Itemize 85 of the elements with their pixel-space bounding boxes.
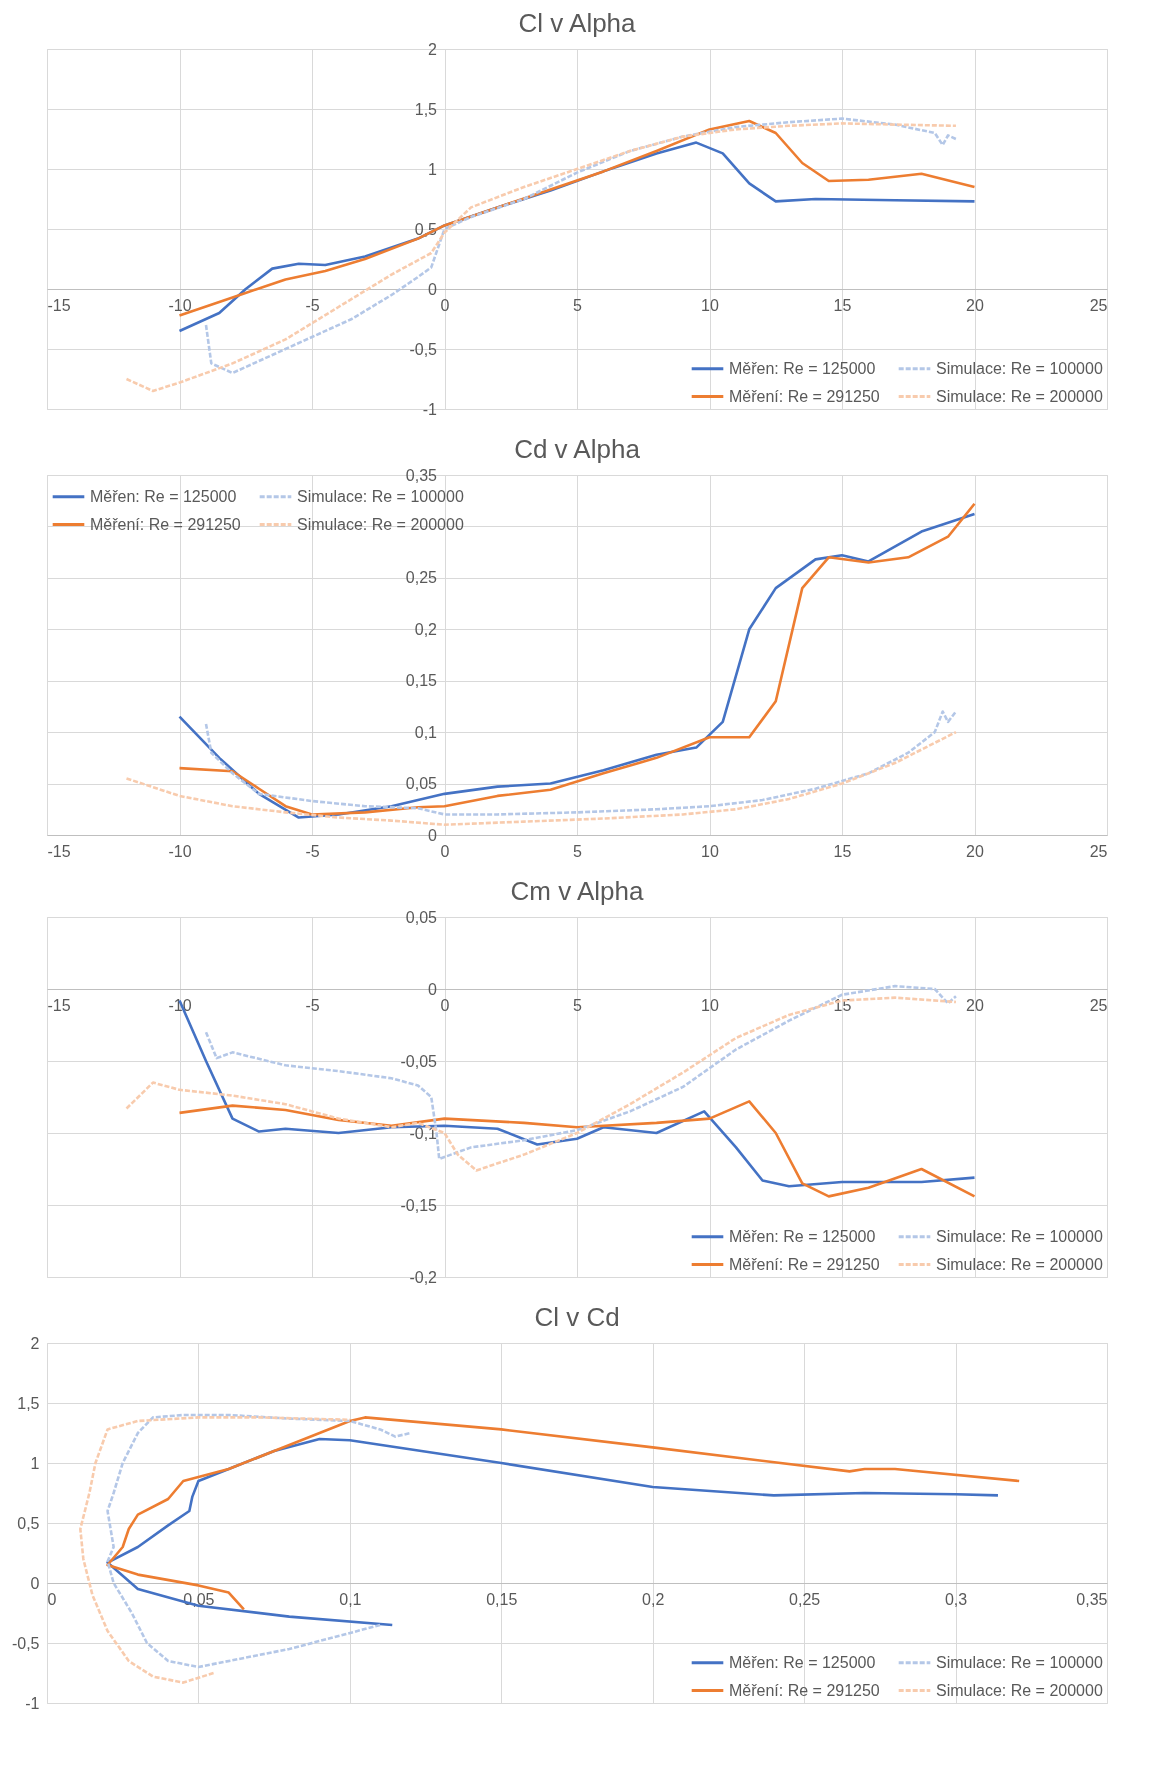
x-tick-label: 25 <box>1089 842 1108 860</box>
y-tick-label: -0,05 <box>400 1052 438 1070</box>
x-tick-label: 20 <box>966 296 984 314</box>
legend-label: Měřen: Re = 125000 <box>729 1227 876 1245</box>
chart-title: Cl v Cd <box>534 1302 620 1332</box>
legend-label: Simulace: Re = 100000 <box>936 359 1103 377</box>
y-tick-label: -0,5 <box>11 1634 40 1652</box>
y-tick-label: 2 <box>30 1334 40 1352</box>
x-tick-label: 0 <box>47 1590 57 1608</box>
x-tick-label: 20 <box>966 842 984 860</box>
line-series <box>204 984 958 1161</box>
y-tick-label: 0,35 <box>405 466 438 484</box>
x-tick-label: 5 <box>573 842 583 860</box>
x-tick-label: -10 <box>168 296 192 314</box>
legend-label: Simulace: Re = 200000 <box>936 1681 1103 1699</box>
y-tick-label: 1 <box>30 1454 40 1472</box>
legend-label: Měřen: Re = 125000 <box>729 359 876 377</box>
legend-label: Simulace: Re = 100000 <box>936 1227 1103 1245</box>
y-tick-label: 0,15 <box>405 672 438 690</box>
legend-label: Simulace: Re = 200000 <box>297 515 464 533</box>
x-tick-label: 0,3 <box>944 1590 968 1608</box>
line-series <box>204 710 958 816</box>
y-tick-label: 0,5 <box>17 1514 40 1532</box>
chart-title: Cl v Alpha <box>518 8 637 38</box>
y-tick-label: -1 <box>422 400 438 418</box>
x-tick-label: 5 <box>573 296 583 314</box>
legend-label: Měření: Re = 291250 <box>729 387 880 405</box>
x-tick-label: -5 <box>305 296 320 314</box>
legend-label: Měřen: Re = 125000 <box>729 1653 876 1671</box>
x-tick-label: 0,1 <box>339 1590 362 1608</box>
x-tick-label: 10 <box>701 842 719 860</box>
chart-title: Cd v Alpha <box>514 434 641 464</box>
x-tick-label: -5 <box>305 842 320 860</box>
legend-label: Simulace: Re = 200000 <box>936 1255 1103 1273</box>
line-series <box>106 1437 1000 1627</box>
y-tick-label: -0,5 <box>409 340 438 358</box>
x-tick-label: 5 <box>573 996 583 1014</box>
x-tick-label: 0 <box>440 996 450 1014</box>
x-tick-label: 15 <box>833 296 852 314</box>
line-series <box>106 1413 412 1669</box>
x-tick-label: 0,15 <box>486 1590 518 1608</box>
x-tick-label: 0,25 <box>789 1590 821 1608</box>
y-tick-label: 0 <box>428 280 438 298</box>
legend-label: Měření: Re = 291250 <box>90 515 241 533</box>
x-tick-label: 20 <box>966 996 984 1014</box>
x-tick-label: -15 <box>47 996 71 1014</box>
legend-label: Měření: Re = 291250 <box>729 1255 880 1273</box>
legend-label: Simulace: Re = 100000 <box>297 487 464 505</box>
y-tick-label: 0 <box>30 1574 40 1592</box>
y-tick-label: 0,2 <box>414 620 438 638</box>
y-tick-label: -1 <box>25 1694 40 1712</box>
x-tick-label: -10 <box>168 842 192 860</box>
x-tick-label: 25 <box>1089 996 1108 1014</box>
y-tick-label: 0,25 <box>405 569 438 587</box>
legend-label: Měřen: Re = 125000 <box>90 487 237 505</box>
y-tick-label: 0,05 <box>405 908 438 926</box>
x-tick-label: 0,2 <box>642 1590 665 1608</box>
legend-label: Měření: Re = 291250 <box>729 1681 880 1699</box>
y-tick-label: 1,5 <box>414 100 438 118</box>
line-series <box>178 1100 976 1198</box>
x-tick-label: -5 <box>305 996 320 1014</box>
x-tick-label: 0 <box>440 842 450 860</box>
y-tick-label: 2 <box>428 40 438 58</box>
y-tick-label: 0 <box>428 826 438 844</box>
line-series <box>106 1416 1021 1611</box>
y-tick-label: -0,15 <box>400 1196 438 1214</box>
x-tick-label: -15 <box>47 842 71 860</box>
y-tick-label: -0,2 <box>409 1268 438 1286</box>
line-series <box>125 996 958 1172</box>
y-tick-label: -0,1 <box>409 1124 438 1142</box>
x-tick-label: 10 <box>701 996 719 1014</box>
x-tick-label: 0 <box>440 296 450 314</box>
x-tick-label: 15 <box>833 842 852 860</box>
x-tick-label: 0,35 <box>1076 1590 1108 1608</box>
chart-title: Cm v Alpha <box>510 876 645 906</box>
y-tick-label: 1 <box>428 160 438 178</box>
x-tick-label: 25 <box>1089 296 1108 314</box>
legend-label: Simulace: Re = 100000 <box>936 1653 1103 1671</box>
x-tick-label: -15 <box>47 296 71 314</box>
y-tick-label: 0,1 <box>414 723 438 741</box>
y-tick-label: 1,5 <box>17 1394 40 1412</box>
y-tick-label: 0 <box>428 980 438 998</box>
legend-label: Simulace: Re = 200000 <box>936 387 1103 405</box>
x-tick-label: 10 <box>701 296 719 314</box>
y-tick-label: 0,05 <box>405 775 438 793</box>
